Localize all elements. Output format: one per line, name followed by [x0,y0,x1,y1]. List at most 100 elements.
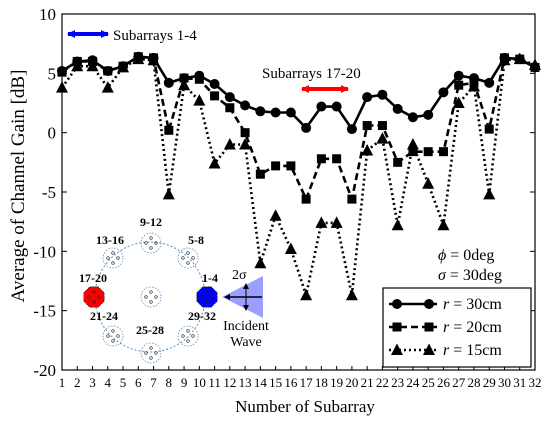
sigma-annotation: σ = 30deg [438,267,502,284]
group-label: 5-8 [188,233,204,247]
data-point [178,78,191,91]
cluster-outline [102,247,124,269]
legend-value: = 30cm [449,296,502,313]
group-label: 17-20 [79,271,107,285]
group-label: 21-24 [90,309,118,323]
annotations: Subarrays 1-4 Subarrays 17-20 ϕ = 0deg σ = … [67,28,502,284]
highlight-octagon [196,286,218,308]
data-point [269,209,282,221]
phi-value: = 0deg [446,247,494,264]
y-tick-label: -5 [42,183,56,202]
antenna-element [106,256,110,260]
x-tick-label: 9 [181,375,188,390]
antenna-element [144,295,148,299]
antenna-element [200,295,204,299]
antenna-element [149,290,153,294]
data-point [193,94,206,106]
spread-label: 2σ [232,268,247,283]
group-label: 29-32 [188,309,216,323]
cluster-29-32 [177,325,199,347]
x-tick-label: 25 [422,375,435,390]
data-point [239,138,252,150]
data-point [498,53,511,66]
x-tick-label: 8 [166,375,173,390]
data-point [255,106,266,117]
antenna-element [186,329,190,333]
data-point [345,288,358,301]
antenna-element [186,261,190,265]
phi-symbol: ϕ [438,247,446,264]
y-tick-label: 10 [39,5,56,24]
cluster-outline [140,232,162,254]
antenna-element [149,236,153,240]
legend-label: r = 30cm [443,296,502,313]
antenna-element [154,241,158,245]
incident-label-line1: Incident [223,319,269,334]
sigma-symbol: σ [438,267,447,284]
data-point [284,242,297,254]
antenna-element [149,246,153,250]
antenna-element [144,351,148,355]
data-point [453,70,464,81]
series-group [56,51,541,301]
x-tick-label: 15 [269,375,282,390]
legend-marker [392,299,402,309]
x-tick-label: 7 [150,375,157,390]
data-point [209,79,220,90]
x-tick-label: 14 [254,375,268,390]
data-point [452,96,465,108]
data-point [103,66,113,76]
data-point [71,59,84,72]
x-tick-label: 5 [120,375,127,390]
legend-marker [423,343,435,355]
data-point [406,138,419,150]
legend-value: = 20cm [449,319,502,336]
x-tick-label: 32 [529,375,542,390]
y-ticks: 10 5 0 -5 -10 -15 -20 [33,5,535,380]
legend-value: = 15cm [449,342,502,359]
data-point [484,124,494,134]
antenna-element [111,339,115,343]
antenna-element [154,295,158,299]
highlight-octagon [83,286,105,308]
data-point [467,79,480,92]
data-point [391,218,404,231]
y-tick-label: 0 [48,124,57,143]
legend-label: r = 15cm [443,342,502,359]
data-point [162,187,175,200]
antenna-element [181,256,185,260]
antenna-element [116,256,120,260]
data-point [529,58,541,71]
x-tick-label: 20 [345,375,358,390]
x-tick-label: 31 [513,375,526,390]
legend-var: r [443,342,450,359]
cluster-9-12 [140,232,162,254]
legend-box [382,287,532,368]
legend-marker [391,343,403,355]
data-point [347,194,357,204]
data-point [223,138,236,150]
data-point [438,87,449,98]
data-point [513,52,526,65]
x-tick-label: 30 [498,375,511,390]
antenna-element [149,356,153,360]
x-tick-label: 26 [437,375,451,390]
data-point [147,53,160,66]
antenna-element [92,290,96,294]
data-point [332,154,342,164]
data-point [362,121,372,131]
antenna-element [149,300,153,304]
data-point [270,107,281,118]
group-label: 1-4 [202,271,218,285]
x-tick-label: 12 [223,375,236,390]
data-point [346,124,357,135]
cluster-outline [140,342,162,364]
cluster-outline [177,325,199,347]
antenna-element [111,329,115,333]
data-point [210,91,220,101]
data-point [454,80,464,90]
data-point [179,73,189,83]
data-point [330,216,343,228]
antenna-element [111,251,115,255]
group-label: 13-16 [96,233,124,247]
